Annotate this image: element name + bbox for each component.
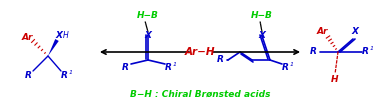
Text: Ar−H: Ar−H: [185, 47, 215, 57]
Text: Ar: Ar: [21, 32, 33, 41]
Text: 1: 1: [69, 71, 73, 76]
Text: H: H: [63, 32, 69, 40]
Text: R: R: [164, 64, 172, 72]
Text: R: R: [25, 72, 31, 80]
Text: 1: 1: [290, 63, 294, 67]
Polygon shape: [48, 39, 59, 56]
Text: R: R: [362, 48, 369, 56]
Text: 1: 1: [173, 63, 177, 67]
Text: R: R: [282, 64, 288, 72]
Text: R: R: [310, 48, 316, 56]
Text: R: R: [60, 72, 67, 80]
Text: X: X: [352, 27, 358, 37]
Text: X: X: [144, 30, 152, 40]
Text: 1: 1: [370, 46, 374, 51]
Text: Ar: Ar: [316, 27, 328, 37]
Text: H: H: [331, 74, 339, 84]
Text: H−B: H−B: [251, 12, 273, 20]
Text: H−B: H−B: [137, 12, 159, 20]
Text: R: R: [217, 56, 223, 64]
Text: X: X: [259, 30, 265, 40]
Text: R: R: [122, 64, 129, 72]
Text: X: X: [56, 32, 62, 40]
Text: B−H : Chiral Brønsted acids: B−H : Chiral Brønsted acids: [130, 90, 270, 98]
